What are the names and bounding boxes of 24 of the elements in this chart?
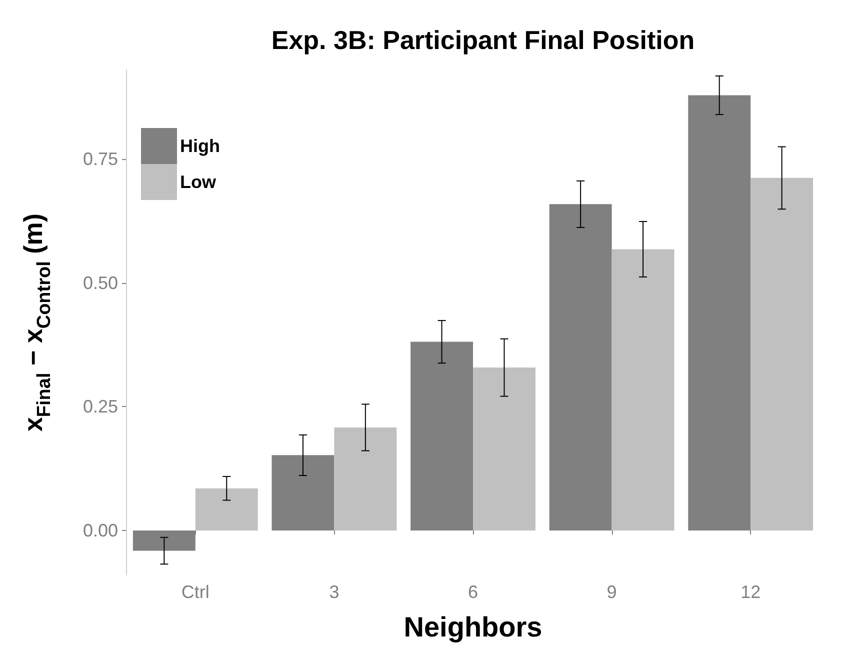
x-tick-label: Ctrl	[181, 582, 210, 602]
y-tick-label: 0.25	[82, 396, 118, 417]
y-tick-label: 0.75	[82, 149, 118, 170]
legend-label: High	[180, 136, 220, 156]
y-axis-title: xFinal − xControl (m)	[18, 213, 55, 432]
x-tick-label: 3	[329, 582, 340, 602]
x-tick-label: 12	[740, 582, 761, 602]
bar	[272, 455, 334, 530]
bar	[549, 204, 612, 530]
y-tick-label: 0.00	[82, 520, 118, 540]
y-tick-label: 0.50	[82, 272, 118, 293]
bar	[132, 530, 196, 551]
x-axis-title: Neighbors	[404, 612, 542, 642]
x-tick-label: 6	[468, 582, 478, 602]
bar	[334, 427, 397, 530]
chart-title: Exp. 3B: Participant Final Position	[271, 25, 695, 55]
legend-label: Low	[180, 172, 217, 192]
bar	[195, 488, 258, 530]
bar	[612, 249, 674, 530]
bar	[410, 342, 473, 530]
bar	[688, 95, 751, 530]
bar	[750, 178, 814, 530]
bar	[473, 368, 536, 530]
x-tick-label: 9	[606, 582, 617, 602]
